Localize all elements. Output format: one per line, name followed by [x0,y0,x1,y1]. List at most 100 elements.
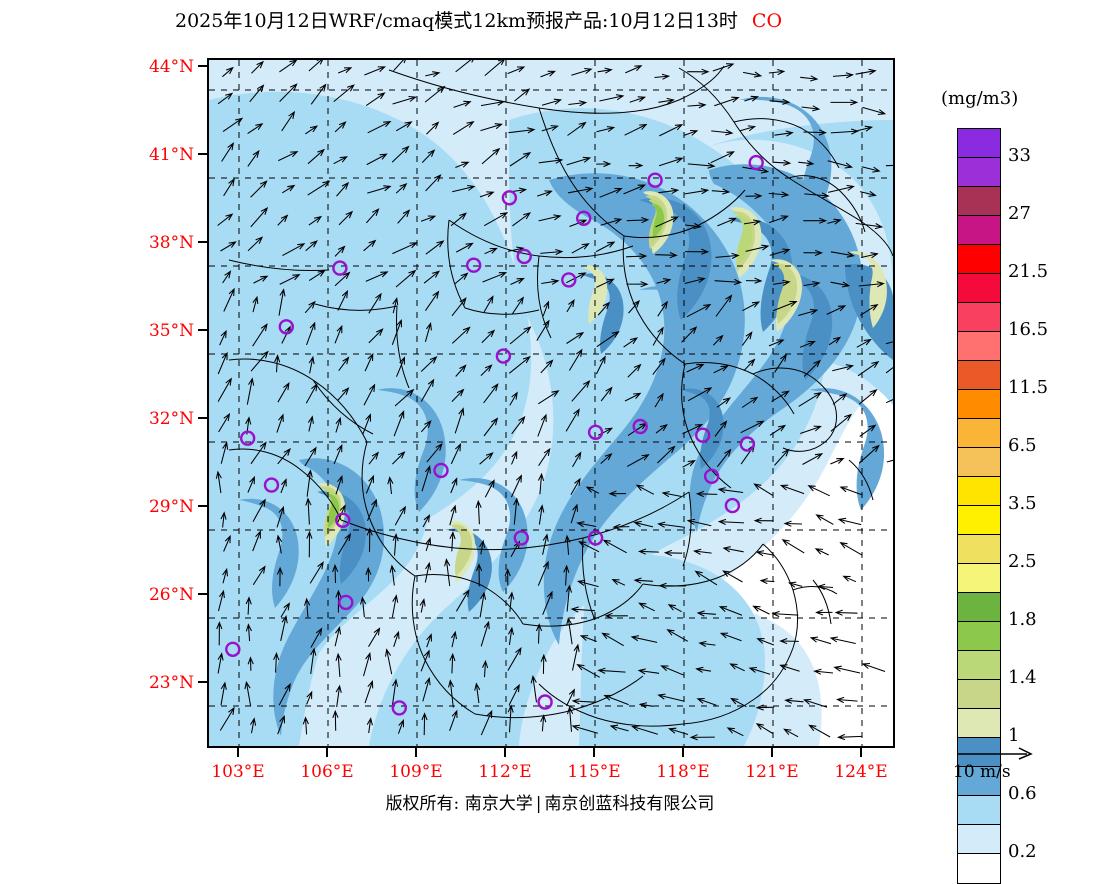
wind-arrow [596,331,620,348]
station-marker[interactable] [724,497,741,514]
wind-arrow [450,212,467,227]
footer-copyright: 版权所有: 南京大学 [385,794,533,814]
wind-arrow [304,446,317,467]
wind-arrow [769,424,787,436]
station-marker[interactable] [561,272,577,288]
wind-arrow [835,696,858,704]
station-marker[interactable] [748,154,764,171]
colorbar-label-7: 2.5 [1008,551,1037,572]
wind-arrow [366,527,373,552]
wind-arrow [280,615,288,642]
footer-credits: 版权所有: 南京大学 | 南京创蓝科技有限公司 [0,789,1100,814]
y-tick-29n [198,505,207,507]
map-plot-area[interactable] [207,58,895,748]
wind-arrow [862,106,887,116]
wind-arrow [480,123,503,132]
station-marker[interactable] [647,172,663,188]
wind-arrow [626,253,648,260]
wind-arrow [656,278,672,285]
wind-arrow [715,252,740,259]
colorbar-segment-17 [958,622,1000,651]
wind-arrow [220,241,237,252]
wind-arrow [538,157,564,164]
wind-arrow [310,83,327,105]
wind-arrow [787,581,803,588]
wind-arrow [783,520,803,527]
wind-arrow [392,532,399,556]
wind-arrow [658,97,675,104]
station-marker[interactable] [240,430,256,446]
wind-arrow [454,407,465,434]
x-tick-118e [682,748,684,757]
wind-arrow [391,318,403,345]
wind-arrow [541,125,559,132]
wind-arrow [306,469,313,497]
wind-arrow [717,217,738,227]
station-marker[interactable] [225,641,241,657]
station-marker[interactable] [466,257,482,273]
station-marker[interactable] [576,210,592,227]
wind-arrow [657,300,668,317]
station-marker[interactable] [516,248,532,265]
wind-arrow [420,649,430,672]
wind-arrow [363,383,376,406]
wind-arrow [449,530,456,552]
footer-company: 南京创蓝科技有限公司 [544,794,715,814]
station-marker[interactable] [433,462,449,479]
station-marker[interactable] [632,418,648,435]
station-marker[interactable] [495,348,512,364]
station-marker[interactable] [332,260,348,276]
wind-arrow [816,583,834,590]
forecast-map-page: 2025年10月12日WRF/cmaq模式12km预报产品:10月12日13时 C… [0,10,1100,884]
wind-arrow [597,67,613,74]
wind-arrow [537,560,549,586]
wind-arrow [571,67,593,76]
colorbar-segment-10 [958,419,1000,448]
station-marker[interactable] [263,477,280,493]
wind-arrow [426,633,433,648]
wind-arrow [308,60,324,72]
wind-arrow [217,351,228,375]
wind-arrow [393,60,406,72]
station-marker[interactable] [695,427,711,443]
colorbar-segment-25 [958,854,1000,883]
wind-arrow [860,303,879,316]
station-marker[interactable] [278,319,295,335]
wind-arrow [826,305,847,315]
wind-arrow [274,354,281,373]
wind-arrow [540,359,554,374]
wind-arrow [624,392,642,402]
station-marker[interactable] [501,190,518,206]
wind-arrow [310,647,317,675]
station-marker[interactable] [587,530,604,546]
colorbar-segment-19 [958,680,1000,709]
wind-arrow [507,646,522,671]
y-axis-label-3: 35°N [148,321,194,341]
wind-arrow [783,728,799,738]
wind-arrow [394,505,406,526]
colorbar-segment-24 [958,825,1000,854]
station-marker[interactable] [703,468,720,484]
wind-arrow [563,564,570,586]
wind-arrow [830,281,851,288]
wind-arrow [743,358,756,372]
wind-arrow [715,294,733,317]
wind-arrow [507,626,515,646]
wind-arrow [215,470,222,494]
wind-arrow [540,714,547,732]
station-marker[interactable] [338,594,354,611]
wind-arrow [815,514,834,525]
wind-arrow [334,245,346,257]
station-marker[interactable] [513,530,529,546]
wind-arrow [745,277,763,284]
station-marker[interactable] [739,436,755,452]
wind-arrow [425,71,441,78]
colorbar-label-4: 11.5 [1008,377,1049,398]
station-marker[interactable] [587,424,604,440]
station-marker[interactable] [537,694,553,710]
colorbar[interactable] [957,128,1001,884]
wind-reference-arrow-icon [957,747,1033,760]
station-marker[interactable] [391,700,408,716]
station-marker[interactable] [335,512,351,528]
colorbar-segment-6 [958,303,1000,332]
